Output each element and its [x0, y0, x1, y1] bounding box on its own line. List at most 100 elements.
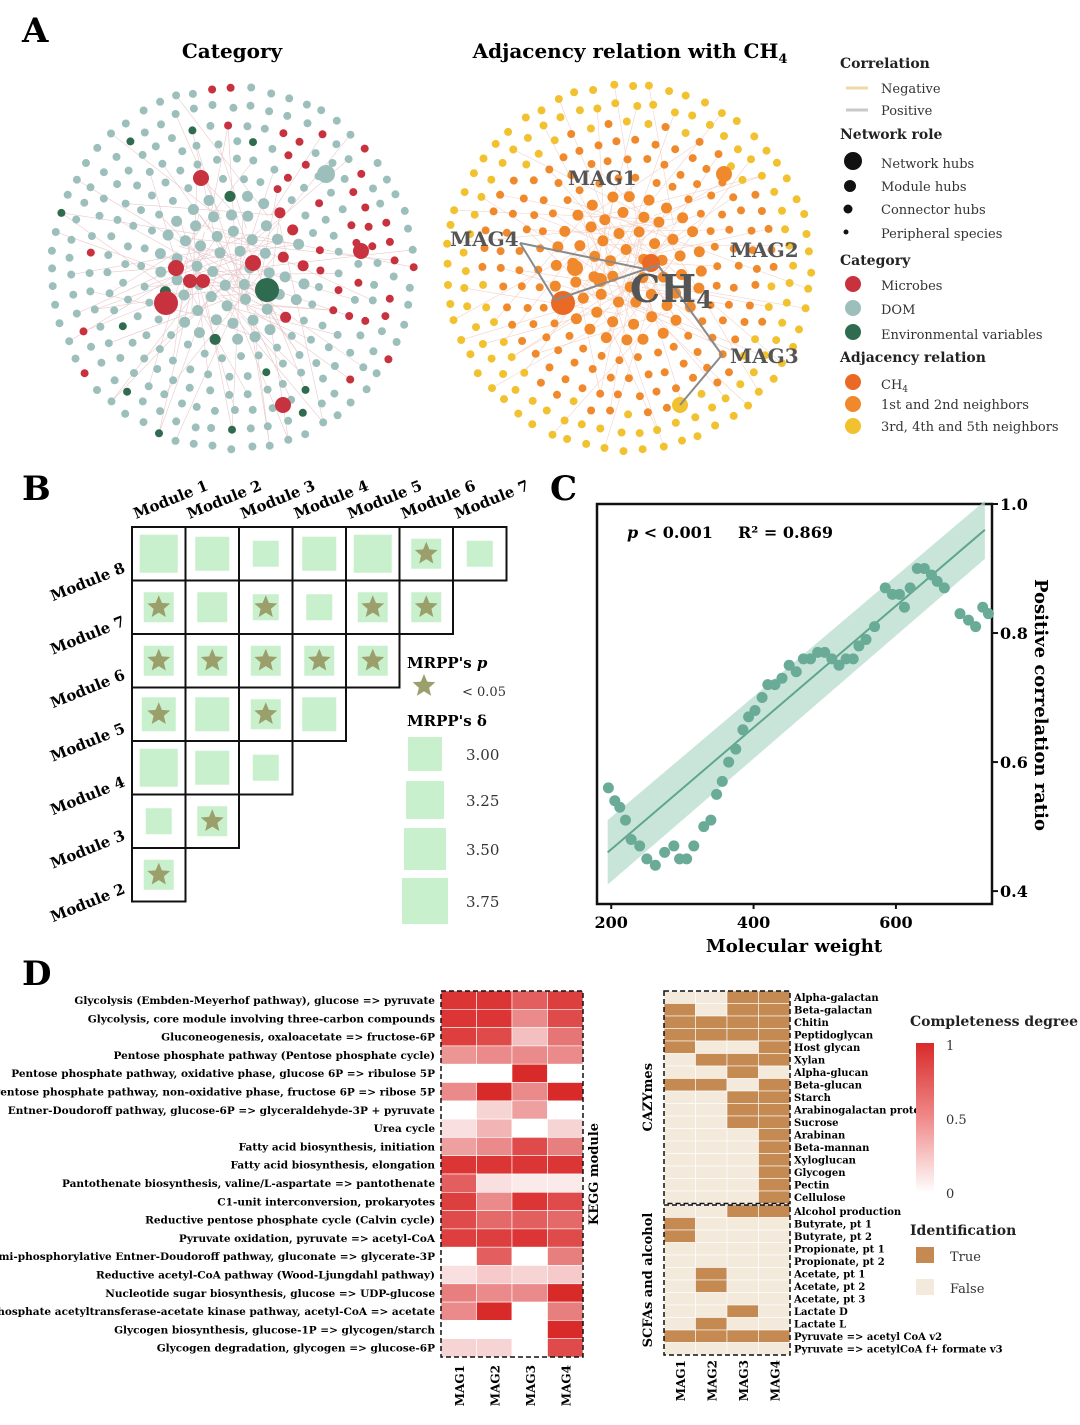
cazy-cell: [758, 1053, 791, 1067]
kegg-cell: [476, 1228, 513, 1248]
scfa-cell: [758, 1279, 791, 1293]
network-node: [582, 439, 591, 448]
network-node: [186, 365, 195, 374]
scfa-cell: [663, 1317, 696, 1331]
kegg-mag-label: MAG2: [488, 1365, 502, 1406]
network-node: [385, 294, 394, 303]
kegg-cell: [440, 1320, 477, 1340]
network-node: [570, 276, 582, 288]
network-node: [372, 369, 381, 378]
module-row-label: Module 3: [48, 826, 128, 872]
network-node: [575, 106, 584, 115]
significance-star: [414, 541, 438, 564]
network-node: [279, 129, 288, 138]
network-node: [82, 159, 90, 167]
kegg-cell: [476, 1301, 513, 1321]
data-point: [898, 601, 910, 613]
network-node: [185, 383, 194, 392]
network-node: [781, 225, 790, 234]
network-node: [529, 176, 538, 185]
network-node: [333, 411, 342, 420]
network-node: [277, 251, 289, 263]
network-node: [193, 160, 202, 169]
panel-letter-c: C: [550, 469, 577, 509]
data-point: [918, 563, 930, 575]
network-node: [733, 145, 742, 154]
network-node: [110, 306, 119, 315]
matrix-cell-border: [345, 633, 401, 689]
network-node: [651, 140, 660, 149]
network-node: [344, 155, 353, 164]
significance-star: [147, 862, 171, 885]
data-point: [737, 724, 749, 736]
hub-node: [275, 397, 291, 413]
network-node: [321, 215, 330, 224]
kegg-cell: [511, 1082, 548, 1102]
network-node: [795, 325, 803, 334]
network-node: [649, 238, 661, 250]
network-node: [139, 106, 148, 115]
cazy-cell: [758, 1040, 791, 1054]
kegg-cell: [511, 990, 548, 1010]
network-node: [643, 194, 655, 206]
cazy-mag-label: MAG4: [768, 1360, 782, 1401]
network-edge: [634, 289, 726, 399]
legend-delta-square: [404, 828, 446, 870]
kegg-cell: [547, 1338, 584, 1358]
network-node: [121, 260, 130, 269]
network-node: [334, 247, 343, 256]
network-edge: [590, 281, 729, 306]
legend-false-swatch: [916, 1279, 934, 1295]
scfa-cell: [726, 1267, 759, 1281]
network-node: [548, 430, 557, 439]
cazy-cell: [758, 1078, 791, 1092]
network-node: [48, 264, 57, 273]
kegg-cell: [547, 1027, 584, 1047]
network-node: [670, 108, 679, 117]
kegg-cell: [511, 1228, 548, 1248]
network-node: [522, 225, 531, 234]
network-node: [761, 351, 769, 360]
cazy-cell: [695, 1103, 728, 1117]
network-node: [293, 238, 305, 250]
kegg-cell: [440, 1246, 477, 1266]
network-node: [480, 244, 489, 252]
network-node: [752, 264, 761, 273]
kegg-cell: [440, 1228, 477, 1248]
network-node: [209, 333, 221, 345]
network-node: [807, 268, 816, 277]
legend-negative-label: Negative: [881, 82, 941, 97]
network-node: [521, 113, 530, 122]
kegg-cell: [511, 1155, 548, 1175]
kegg-cell: [511, 1283, 548, 1303]
network-node: [545, 363, 554, 372]
network-node: [706, 301, 715, 310]
cazy-row-label: Cellulose: [794, 1193, 846, 1204]
cazy-cell: [758, 1028, 791, 1042]
network-node: [243, 122, 252, 131]
cazy-cell: [663, 1165, 696, 1179]
network-node: [615, 356, 624, 365]
network-node: [385, 237, 394, 246]
data-point: [634, 840, 646, 852]
data-point: [931, 575, 943, 587]
network-node: [361, 316, 370, 325]
network-node: [47, 246, 56, 255]
network-node: [457, 336, 466, 344]
legend-n12-dot: [845, 396, 861, 412]
network-node: [263, 267, 275, 279]
network-node: [596, 424, 605, 433]
kegg-row-label: Fatty acid biosynthesis, initiation: [239, 1141, 436, 1153]
network-node: [189, 439, 198, 448]
network-node: [444, 281, 452, 289]
network-node: [631, 173, 640, 182]
network-node: [554, 179, 563, 187]
network-node: [633, 353, 642, 362]
network-node: [702, 164, 711, 173]
network-node: [171, 436, 180, 445]
kegg-cell: [511, 1320, 548, 1340]
kegg-cell: [440, 1118, 477, 1138]
kegg-cell: [547, 1210, 584, 1230]
network-node: [270, 165, 279, 174]
network-node: [802, 230, 811, 238]
